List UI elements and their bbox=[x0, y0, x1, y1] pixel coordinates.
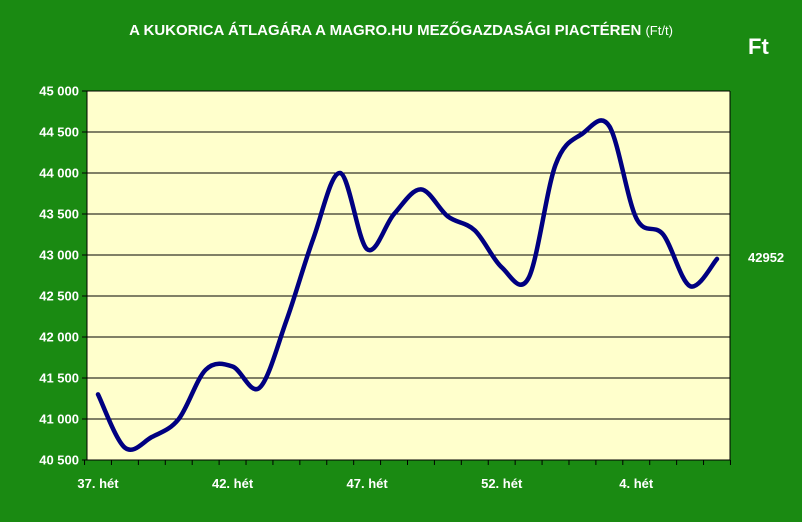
data-point bbox=[580, 132, 584, 136]
data-point bbox=[257, 386, 261, 390]
data-point bbox=[204, 368, 208, 372]
chart-title: A KUKORICA ÁTLAGÁRA A MAGRO.HU MEZŐGAZDA… bbox=[0, 22, 802, 39]
x-tick-label: 47. hét bbox=[347, 476, 389, 491]
data-point bbox=[231, 365, 235, 369]
y-axis-unit-label: Ft bbox=[748, 34, 769, 59]
data-point bbox=[661, 233, 665, 237]
chart-title-unit: (Ft/t) bbox=[645, 23, 673, 38]
y-tick-label: 40 500 bbox=[39, 453, 79, 468]
data-point bbox=[446, 214, 450, 218]
data-point bbox=[123, 446, 127, 450]
data-point bbox=[177, 417, 181, 421]
x-tick-label: 42. hét bbox=[212, 476, 254, 491]
data-point bbox=[284, 319, 288, 323]
data-point bbox=[715, 257, 719, 261]
y-tick-label: 42 000 bbox=[39, 330, 79, 345]
y-tick-label: 43 000 bbox=[39, 248, 79, 263]
data-point bbox=[473, 228, 477, 232]
y-tick-label: 44 500 bbox=[39, 125, 79, 140]
y-tick-label: 41 000 bbox=[39, 412, 79, 427]
data-point bbox=[365, 247, 369, 251]
last-value-label: 42952 bbox=[748, 250, 785, 265]
data-point bbox=[554, 163, 558, 167]
data-point bbox=[419, 187, 423, 191]
y-tick-label: 42 500 bbox=[39, 289, 79, 304]
y-tick-label: 41 500 bbox=[39, 371, 79, 386]
data-point bbox=[311, 237, 315, 241]
chart-title-text: A KUKORICA ÁTLAGÁRA A MAGRO.HU MEZŐGAZDA… bbox=[129, 22, 642, 39]
y-tick-label: 44 000 bbox=[39, 166, 79, 181]
y-tick-label: 43 500 bbox=[39, 207, 79, 222]
data-point bbox=[688, 284, 692, 288]
data-point bbox=[150, 435, 154, 439]
series-line bbox=[95, 118, 720, 452]
data-point bbox=[96, 392, 100, 396]
data-point bbox=[500, 265, 504, 269]
data-point bbox=[527, 276, 531, 280]
data-point bbox=[338, 171, 342, 175]
data-point bbox=[607, 124, 611, 128]
x-tick-label: 4. hét bbox=[619, 476, 654, 491]
y-tick-label: 45 000 bbox=[39, 84, 79, 99]
plot-area bbox=[87, 91, 730, 460]
x-tick-label: 52. hét bbox=[481, 476, 523, 491]
x-tick-label: 37. hét bbox=[77, 476, 119, 491]
data-point bbox=[392, 212, 396, 216]
data-point bbox=[634, 216, 638, 220]
